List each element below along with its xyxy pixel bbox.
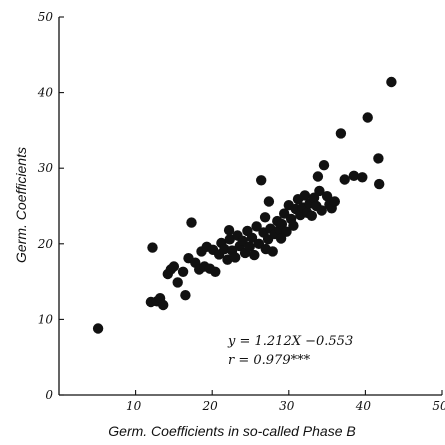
data-point (186, 217, 197, 228)
data-point (230, 252, 241, 263)
data-point (321, 191, 333, 202)
data-point (335, 128, 347, 139)
y-tick-label: 0 (45, 388, 53, 402)
y-axis-title: Germ. Coefficients (13, 147, 29, 263)
data-point (263, 196, 275, 207)
regression-equation: y = 1.212X −0.553 (227, 334, 353, 349)
data-point (314, 185, 325, 197)
data-point (348, 170, 360, 181)
data-points (92, 76, 397, 334)
data-point (386, 76, 397, 88)
data-point (374, 178, 385, 190)
data-point (168, 261, 180, 272)
data-point (357, 172, 368, 183)
data-point (180, 290, 191, 301)
data-point (244, 241, 255, 252)
data-point (147, 242, 158, 253)
data-point (249, 249, 260, 261)
data-point (256, 175, 267, 186)
y-tick-label: 30 (38, 161, 54, 175)
data-point (276, 218, 288, 230)
data-point (318, 160, 330, 171)
ticks: 10 20 30 40 50 0 10 20 30 40 50 (37, 10, 445, 413)
x-tick-label: 20 (202, 399, 219, 413)
data-point (223, 225, 235, 236)
x-tick-label: 30 (279, 399, 295, 413)
y-tick-label: 20 (37, 237, 54, 251)
y-tick-label: 50 (38, 10, 54, 24)
data-point (362, 112, 373, 123)
data-point (373, 153, 384, 164)
data-point (306, 210, 317, 221)
data-point (316, 205, 327, 216)
data-point (158, 299, 169, 311)
data-point (237, 235, 248, 246)
axes (58, 17, 442, 396)
data-point (251, 221, 262, 232)
data-point (288, 220, 299, 231)
y-tick-label: 10 (38, 312, 54, 326)
data-point (275, 233, 287, 244)
x-tick-label: 50 (432, 399, 445, 413)
x-axis-title: Germ. Coefficients in so-called Phase B (108, 423, 355, 439)
data-point (92, 323, 104, 334)
x-tick-label: 10 (126, 399, 142, 413)
data-point (329, 196, 340, 207)
data-point (177, 266, 189, 277)
x-tick-label: 40 (355, 399, 372, 413)
data-point (259, 212, 271, 223)
data-point (246, 232, 258, 243)
data-point (210, 266, 221, 277)
data-point (267, 246, 278, 257)
data-point (339, 174, 350, 185)
data-point (172, 277, 183, 288)
data-point (224, 234, 235, 245)
data-point (299, 190, 311, 201)
data-point (312, 171, 324, 182)
y-tick-label: 40 (37, 86, 54, 100)
correlation-coefficient: r = 0.979*** (228, 353, 311, 368)
